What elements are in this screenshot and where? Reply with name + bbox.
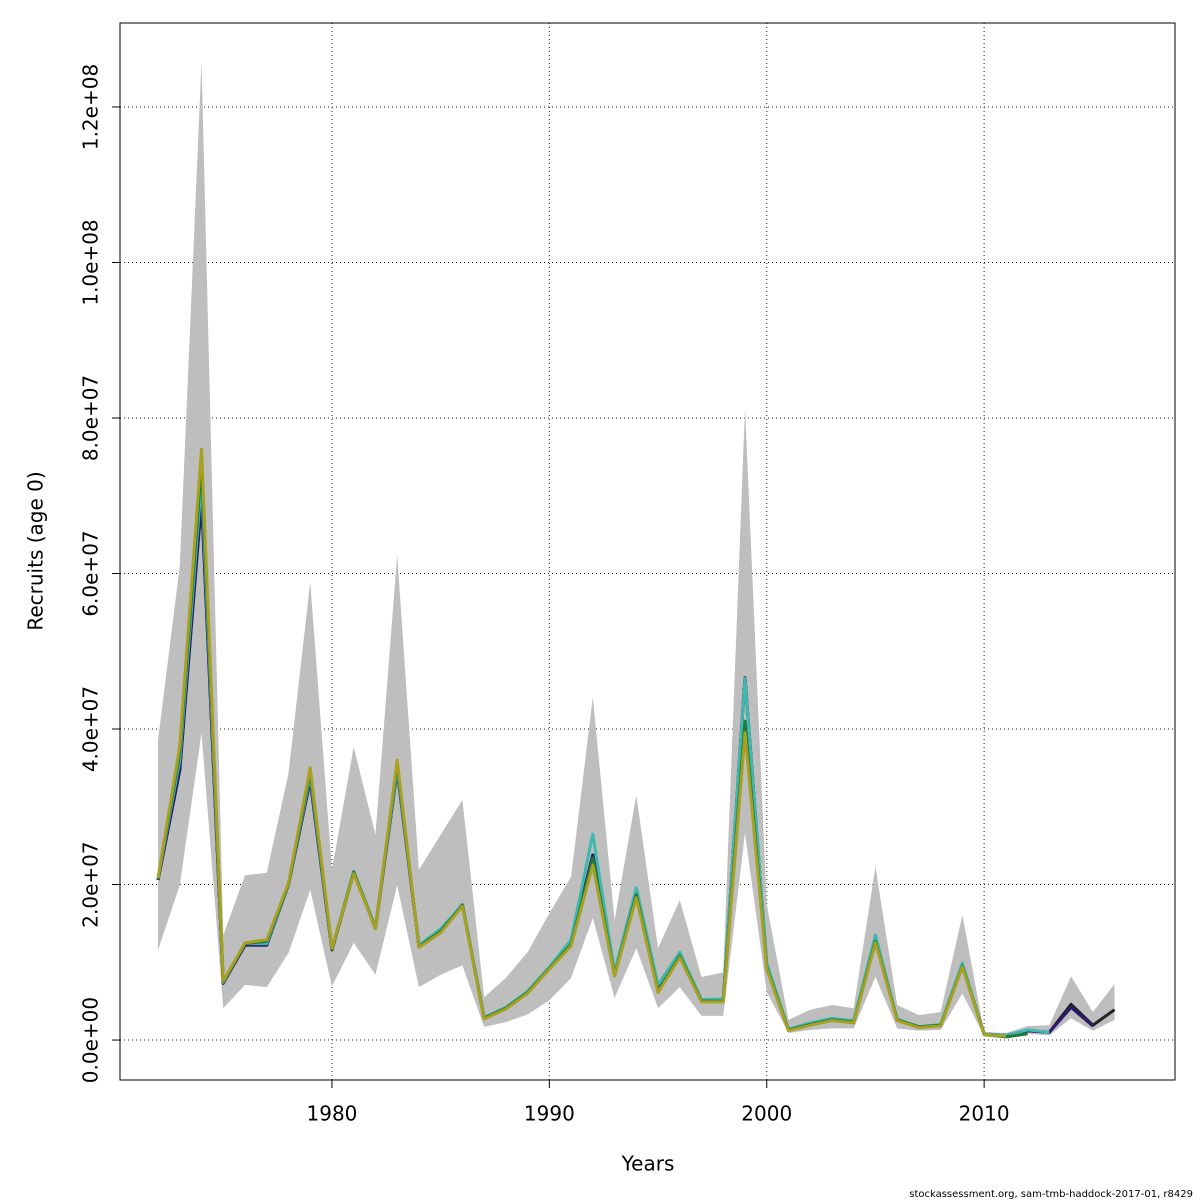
y-tick-label: 2.0e+07 xyxy=(79,841,103,927)
y-tick-label: 0.0e+00 xyxy=(79,997,103,1083)
footer: stockassessment.org, sam-tmb-haddock-201… xyxy=(909,1189,1193,1200)
x-tick-label: 1990 xyxy=(524,1102,575,1126)
series-line xyxy=(156,447,1006,1038)
x-axis-label: Years xyxy=(621,1152,675,1176)
x-tick-label: 2000 xyxy=(741,1102,792,1126)
x-tick-label: 1980 xyxy=(307,1102,358,1126)
y-tick-label: 6.0e+07 xyxy=(79,530,103,616)
plot-frame xyxy=(119,22,1176,1081)
x-tick-label: 2010 xyxy=(959,1102,1010,1126)
y-tick-label: 8.0e+07 xyxy=(79,375,103,461)
confidence-band xyxy=(158,61,1115,1037)
y-axis-label: Recruits (age 0) xyxy=(24,471,48,630)
y-tick-label: 1.2e+08 xyxy=(79,64,103,150)
y-tick-label: 1.0e+08 xyxy=(79,219,103,305)
y-tick-label: 4.0e+07 xyxy=(79,686,103,772)
